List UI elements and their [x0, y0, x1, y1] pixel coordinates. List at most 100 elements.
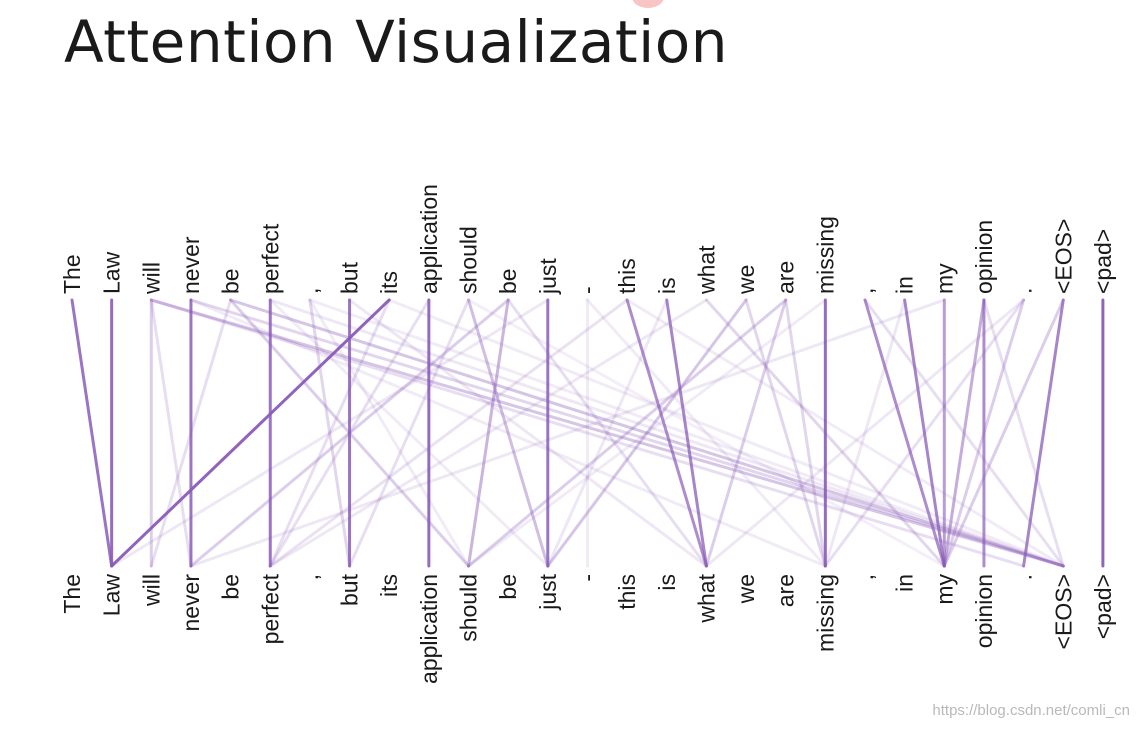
top-token-15: is [654, 277, 680, 294]
bottom-token-0: The [59, 574, 85, 614]
attention-line-2-24 [149, 298, 1026, 568]
page-title: Attention Visualization [64, 8, 728, 76]
attention-line-21-22 [903, 298, 946, 568]
attention-line-4-25 [229, 298, 1065, 568]
bottom-token-19: missing [812, 574, 838, 652]
attention-line-5-25 [268, 298, 1065, 568]
top-token-8: its [376, 271, 402, 294]
attention-line-24-22 [942, 298, 1026, 568]
attention-line-12-1 [110, 298, 550, 568]
bottom-token-2: will [138, 574, 164, 607]
top-token-11: be [495, 268, 521, 294]
attention-lines [70, 298, 1105, 568]
bottom-token-21: in [892, 574, 918, 592]
attention-line-8-1 [110, 298, 391, 568]
attention-line-5-12 [268, 298, 550, 568]
attention-line-8-25 [387, 298, 1065, 568]
bottom-token-17: we [733, 574, 759, 604]
attention-line-15-16 [665, 298, 708, 568]
attention-line-15-12 [546, 298, 669, 568]
top-token-6: , [297, 288, 323, 294]
bottom-token-1: Law [99, 574, 125, 617]
attention-line-2-3 [149, 298, 193, 568]
bottom-token-20: , [852, 574, 878, 580]
attention-line-3-19 [189, 298, 827, 568]
attention-line-13-19 [585, 298, 827, 568]
top-token-12: just [535, 258, 561, 295]
attention-line-6-10 [308, 298, 470, 568]
bottom-token-4: be [218, 574, 244, 600]
top-token-7: but [337, 261, 363, 294]
bottom-token-15: is [654, 574, 680, 591]
top-token-10: should [456, 226, 482, 294]
attention-line-16-5 [268, 298, 708, 568]
bottom-token-13: - [574, 574, 600, 582]
bottom-token-3: never [178, 574, 204, 632]
top-token-2: will [138, 262, 164, 295]
top-token-22: my [931, 263, 957, 294]
attention-line-11-10 [467, 298, 510, 568]
attention-line-24-16 [704, 298, 1026, 568]
attention-line-14-5 [268, 298, 629, 568]
attention-line-25-22 [942, 298, 1065, 568]
top-token-4: be [218, 268, 244, 294]
bottom-token-8: its [376, 574, 402, 597]
attention-line-2-25 [149, 298, 1065, 568]
top-token-19: missing [812, 216, 838, 294]
top-token-16: what [693, 245, 719, 295]
top-token-24: . [1011, 288, 1037, 294]
attention-line-14-25 [625, 298, 1065, 568]
attention-line-23-22 [942, 298, 986, 568]
attention-line-3-25 [189, 298, 1065, 568]
attention-line-23-25 [982, 298, 1065, 568]
bottom-token-10: should [456, 574, 482, 642]
top-token-1: Law [99, 251, 125, 294]
attention-line-14-16 [625, 298, 708, 568]
top-token-18: are [773, 261, 799, 294]
bottom-token-labels: The Law will never be perfect, but its applicati… [59, 573, 1116, 684]
bottom-token-6: , [297, 574, 323, 580]
attention-line-4-10 [229, 298, 470, 568]
bottom-token-18: are [773, 574, 799, 607]
watermark: https://blog.csdn.net/comli_cn [932, 702, 1130, 719]
top-token-17: we [733, 265, 759, 295]
attention-line-7-16 [348, 298, 708, 568]
bottom-token-24: . [1011, 574, 1037, 580]
top-token-23: opinion [971, 220, 997, 294]
top-token-3: never [178, 236, 204, 294]
top-token-13: - [574, 286, 600, 294]
attention-line-6-7 [308, 298, 352, 568]
attention-line-17-12 [546, 298, 748, 568]
attention-line-10-22 [467, 298, 946, 568]
attention-line-18-10 [467, 298, 788, 568]
attention-line-16-22 [704, 298, 946, 568]
attention-line-19-10 [467, 298, 827, 568]
bottom-token-25: <EOS> [1050, 574, 1076, 649]
attention-line-20-22 [863, 298, 946, 568]
red-dot-artifact [632, 0, 664, 8]
bottom-token-22: my [931, 574, 957, 605]
top-token-21: in [892, 276, 918, 294]
attention-line-20-25 [863, 298, 1065, 568]
attention-line-18-16 [704, 298, 788, 568]
attention-line-21-19 [823, 298, 907, 568]
attention-line-0-1 [70, 298, 114, 568]
top-token-9: application [416, 184, 442, 294]
top-token-26: <pad> [1090, 229, 1116, 294]
bottom-token-9: application [416, 574, 442, 684]
top-token-25: <EOS> [1050, 219, 1076, 294]
attention-line-18-19 [784, 298, 827, 568]
bottom-token-7: but [337, 573, 363, 606]
top-token-5: perfect [257, 223, 283, 294]
bottom-token-23: opinion [971, 574, 997, 648]
top-token-20: , [852, 288, 878, 294]
bottom-token-5: perfect [257, 573, 283, 644]
attention-line-9-5 [268, 298, 431, 568]
attention-line-4-2 [149, 298, 233, 568]
attention-line-8-5 [268, 298, 391, 568]
attention-line-10-7 [348, 298, 470, 568]
bottom-token-16: what [693, 573, 719, 623]
attention-line-11-16 [506, 298, 708, 568]
attention-line-11-3 [189, 298, 510, 568]
